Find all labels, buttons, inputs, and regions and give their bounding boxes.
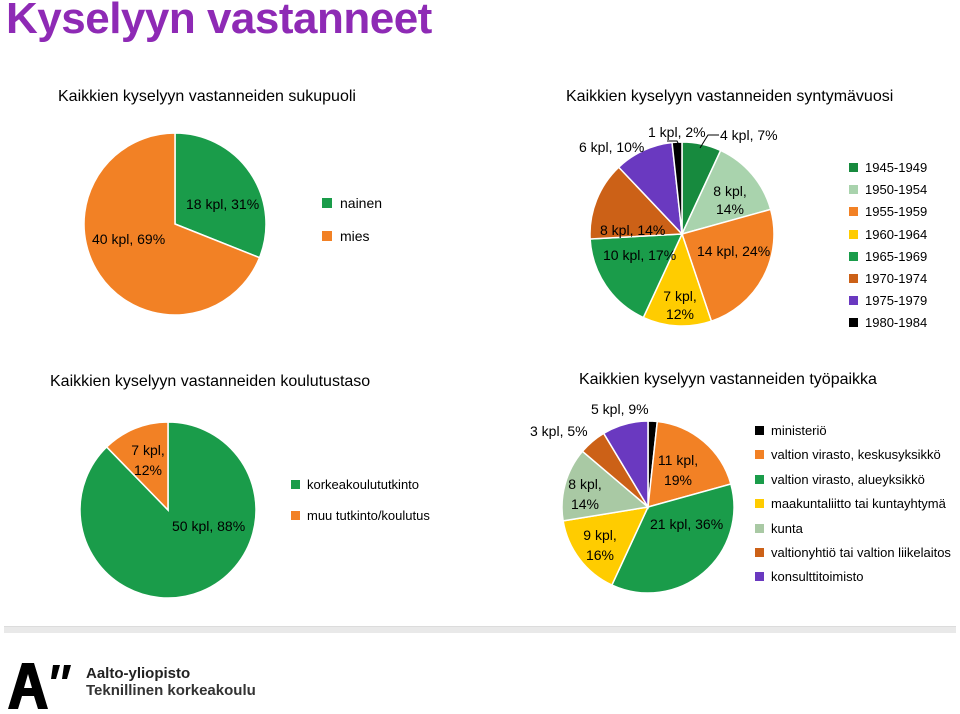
chart1-legend-item-nainen: nainen — [322, 195, 382, 211]
legend-label: valtionyhtiö tai valtion liikelaitos — [771, 545, 951, 560]
legend-swatch — [755, 450, 764, 460]
chart3-legend-item-korkeakoulututkinto: korkeakoulututkinto — [291, 477, 419, 492]
legend-label: valtion virasto, keskusyksikkö — [771, 447, 941, 463]
aalto-logo-icon — [8, 663, 71, 709]
chart2-label-1945-1949: 4 kpl, 7% — [720, 127, 778, 143]
chart4-label-maakuntaliitto: 9 kpl, 16% — [583, 527, 617, 563]
legend-label: 1975-1979 — [865, 293, 928, 309]
legend-swatch — [322, 231, 332, 241]
chart2-slice-2 — [680, 149, 772, 236]
chart2-label-1980-1984: 1 kpl, 2% — [648, 124, 706, 140]
chart4-legend-item: maakuntaliitto tai kuntayhtymä — [755, 496, 946, 511]
chart2-label-1970-1974: 8 kpl, 14% — [600, 222, 666, 238]
legend-label: 1945-1949 — [865, 160, 928, 175]
chart1-legend-item-mies: mies — [322, 228, 370, 244]
chart2-slice-5 — [589, 233, 684, 319]
legend-swatch — [849, 229, 858, 239]
chart2-slice-3 — [681, 208, 775, 323]
chart4-slice-3 — [610, 483, 735, 594]
footer-divider — [4, 626, 956, 633]
logo-university-name: Aalto-yliopisto — [86, 665, 191, 682]
chart4-legend-item: valtion virasto, keskusyksikkö — [755, 447, 941, 462]
chart2-label-1965-1969: 10 kpl, 17% — [603, 247, 677, 263]
chart4-legend-item: valtion virasto, alueyksikkö — [755, 472, 925, 487]
chart3-legend-item-muu: muu tutkinto/koulutus — [291, 508, 430, 523]
legend-swatch — [755, 426, 764, 435]
legend-swatch — [849, 163, 858, 172]
chart1-label-mies: 40 kpl, 69% — [92, 231, 166, 247]
legend-label: 1955-1959 — [865, 204, 928, 220]
chart4-label-konsulttitoimisto: 5 kpl, 9% — [591, 401, 649, 417]
chart4-slice-7 — [602, 420, 649, 510]
legend-swatch — [755, 499, 764, 509]
chart2-legend-item: 1945-1949 — [849, 160, 927, 175]
chart2-label-1955-1959: 14 kpl, 24% — [697, 243, 771, 259]
chart1-slice-2 — [83, 132, 261, 316]
legend-swatch — [322, 198, 332, 208]
chart3-title: Kaikkien kyselyyn vastanneiden koulutust… — [50, 373, 371, 390]
logo-school-name: Teknillinen korkeakoulu — [86, 682, 256, 699]
chart2-legend-item: 1975-1979 — [849, 293, 927, 308]
chart2-legend-item: 1970-1974 — [849, 271, 927, 286]
chart1-title: Kaikkien kyselyyn vastanneiden sukupuoli — [58, 88, 356, 105]
chart2-title: Kaikkien kyselyyn vastanneiden syntymävu… — [566, 88, 894, 105]
chart3-label-korkeakoulu: 50 kpl, 88% — [172, 518, 246, 534]
chart4-label-alueyksikko: 21 kpl, 36% — [650, 516, 724, 532]
legend-swatch — [849, 251, 858, 261]
page-title: Kyselyyn vastanneet — [6, 0, 432, 43]
legend-swatch — [291, 511, 300, 520]
legend-label: 1950-1954 — [865, 182, 928, 198]
chart2-legend-item: 1980-1984 — [849, 315, 927, 330]
legend-swatch — [755, 474, 764, 484]
legend-swatch — [755, 548, 764, 557]
legend-label: muu tutkinto/koulutus — [307, 508, 430, 523]
legend-label: ministeriö — [771, 423, 827, 438]
chart4-slice-2 — [647, 420, 732, 509]
legend-label: 1965-1969 — [865, 248, 928, 264]
chart4-legend-item: valtionyhtiö tai valtion liikelaitos — [755, 545, 951, 560]
chart3-label-muu: 7 kpl, 12% — [131, 442, 165, 478]
chart2-slice-6 — [589, 166, 684, 240]
legend-label: valtion virasto, alueyksikkö — [771, 471, 925, 487]
chart2-slice-4 — [642, 231, 713, 327]
chart2-legend-item: 1960-1964 — [849, 227, 927, 242]
chart1-slice-1 — [174, 132, 267, 259]
chart2-label-1960-1964: 7 kpl, 12% — [663, 288, 697, 322]
legend-label: 1980-1984 — [865, 315, 928, 331]
legend-label: kunta — [771, 520, 803, 536]
legend-swatch — [291, 480, 300, 489]
chart4-label-valtionyhtio: 3 kpl, 5% — [530, 423, 588, 439]
legend-label: korkeakoulututkinto — [307, 477, 420, 492]
chart2-legend-item: 1965-1969 — [849, 249, 927, 264]
legend-swatch — [849, 185, 858, 195]
chart2-label-1975-1979: 6 kpl, 10% — [579, 139, 645, 155]
legend-label: 1960-1964 — [865, 226, 928, 242]
chart2-label-1950-1954: 8 kpl, 14% — [713, 183, 747, 217]
chart4-label-keskusyksikko: 11 kpl, 19% — [657, 452, 699, 488]
chart4-legend-item: ministeriö — [755, 423, 827, 438]
legend-label: konsulttitoimisto — [771, 569, 864, 585]
legend-label: nainen — [340, 195, 383, 211]
chart2-legend-item: 1950-1954 — [849, 182, 927, 197]
legend-swatch — [849, 274, 858, 283]
legend-label: 1970-1974 — [865, 271, 928, 286]
chart2-legend-item: 1955-1959 — [849, 204, 927, 219]
legend-swatch — [755, 572, 764, 582]
legend-swatch — [849, 207, 858, 217]
legend-label: maakuntaliitto tai kuntayhtymä — [771, 496, 946, 512]
chart1-label-nainen: 18 kpl, 31% — [186, 196, 260, 212]
chart4-title: Kaikkien kyselyyn vastanneiden työpaikka — [579, 371, 877, 388]
legend-swatch — [849, 296, 858, 306]
chart4-legend-item: kunta — [755, 521, 803, 536]
legend-swatch — [755, 523, 764, 533]
chart3-slice-2 — [105, 421, 169, 512]
chart4-legend-item: konsulttitoimisto — [755, 569, 863, 584]
chart4-slice-5 — [561, 450, 650, 522]
legend-swatch — [849, 318, 858, 328]
chart4-label-kunta: 8 kpl, 14% — [568, 476, 602, 512]
legend-label: mies — [340, 228, 370, 244]
chart4-slice-4 — [562, 506, 650, 587]
